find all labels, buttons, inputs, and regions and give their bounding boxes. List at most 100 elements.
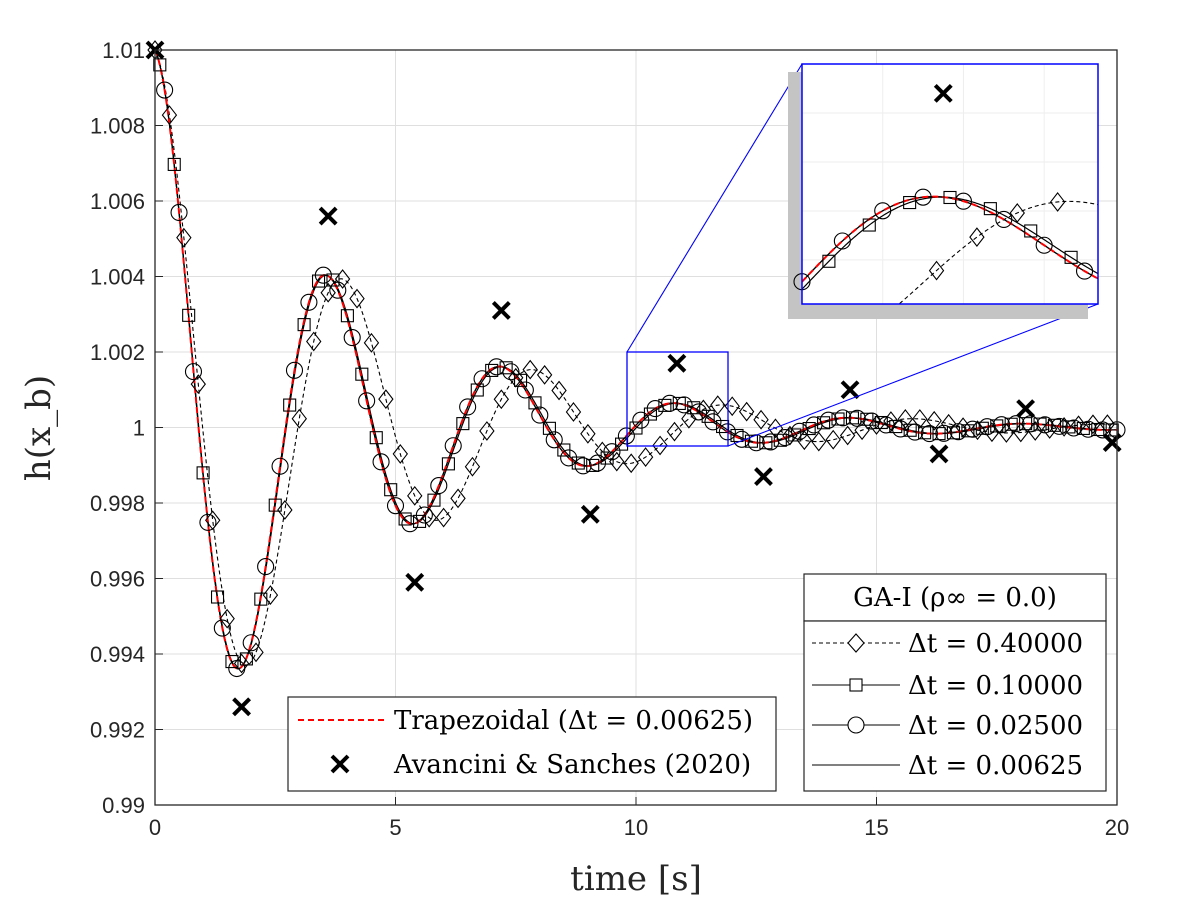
reference-point bbox=[580, 504, 600, 524]
circle-marker bbox=[776, 429, 794, 447]
square-marker bbox=[701, 409, 715, 423]
diamond-marker bbox=[1099, 414, 1116, 435]
inset-diamond-marker bbox=[969, 227, 985, 248]
diamond-marker bbox=[536, 364, 553, 385]
circle-marker bbox=[1007, 415, 1025, 433]
inset-circle-marker bbox=[1035, 236, 1053, 254]
x-tick-label: 10 bbox=[624, 815, 648, 840]
diamond-marker bbox=[883, 411, 899, 431]
circle-marker bbox=[343, 329, 361, 347]
diamond-marker bbox=[609, 451, 625, 472]
diamond-marker bbox=[349, 288, 365, 309]
diamond-marker bbox=[334, 269, 351, 289]
diamond-marker bbox=[392, 444, 409, 464]
circle-marker bbox=[588, 454, 607, 472]
square-marker bbox=[153, 58, 167, 72]
circle-marker bbox=[949, 423, 967, 441]
diamond-marker bbox=[1056, 417, 1072, 437]
diamond-marker bbox=[565, 402, 582, 422]
diamond-marker bbox=[637, 447, 654, 467]
diamond-marker bbox=[161, 105, 178, 125]
square-marker bbox=[744, 434, 758, 448]
reference-point bbox=[667, 353, 687, 373]
zoom-connector-top bbox=[626, 63, 803, 353]
square-marker bbox=[889, 420, 903, 434]
square-marker bbox=[297, 318, 311, 332]
square-marker bbox=[860, 412, 874, 426]
circle-marker bbox=[415, 506, 433, 524]
y-tick-label: 1.006 bbox=[90, 189, 145, 214]
circle-marker bbox=[1094, 421, 1112, 439]
circle-marker bbox=[848, 409, 866, 427]
y-tick-labels: 0.99 0.992 0.994 0.996 0.998 1 1.002 1.004 1.006… bbox=[90, 38, 145, 818]
inset-circle-marker bbox=[954, 192, 973, 210]
square-marker bbox=[773, 433, 787, 447]
legend-reference-marker bbox=[330, 754, 350, 774]
square-marker bbox=[283, 398, 297, 412]
x-tick-label: 20 bbox=[1105, 815, 1129, 840]
diamond-marker bbox=[219, 608, 235, 629]
square-marker bbox=[946, 426, 961, 440]
circle-marker bbox=[199, 513, 217, 531]
diamond-marker bbox=[262, 585, 279, 605]
inset-square-marker bbox=[1064, 250, 1078, 264]
square-marker bbox=[254, 592, 268, 606]
reference-point bbox=[754, 467, 773, 486]
inset-square-marker bbox=[903, 196, 917, 210]
diamond-marker bbox=[248, 642, 264, 663]
square-marker bbox=[542, 421, 556, 435]
circle-marker bbox=[689, 403, 708, 421]
reference-point bbox=[405, 572, 425, 592]
inset-circle-marker bbox=[833, 232, 851, 250]
circle-marker bbox=[516, 381, 534, 399]
circle-marker bbox=[314, 266, 332, 284]
circle-marker bbox=[1065, 419, 1083, 437]
square-marker bbox=[412, 514, 427, 528]
diamond-marker bbox=[479, 421, 495, 441]
circle-marker bbox=[156, 81, 174, 99]
circle-marker bbox=[242, 634, 260, 652]
square-marker bbox=[196, 466, 210, 480]
inset-curves bbox=[802, 64, 1098, 304]
circle-marker bbox=[661, 394, 679, 412]
reference-point bbox=[929, 444, 949, 464]
diamond-marker bbox=[623, 453, 639, 474]
inset-series-line bbox=[898, 200, 1098, 304]
diamond-marker bbox=[710, 395, 726, 416]
reference-point bbox=[491, 301, 511, 320]
square-marker bbox=[499, 361, 513, 375]
square-marker bbox=[658, 398, 672, 412]
diamond-marker bbox=[811, 431, 827, 452]
circle-marker bbox=[444, 437, 462, 455]
square-marker bbox=[586, 458, 600, 472]
circle-marker bbox=[459, 398, 477, 416]
square-marker bbox=[831, 412, 845, 426]
legend-ga: GA-I (ρ∞ = 0.0) Δt = 0.40000 Δt = 0.1000… bbox=[803, 573, 1107, 792]
diamond-marker bbox=[984, 422, 1000, 443]
square-marker bbox=[687, 401, 701, 415]
legend-circle-marker bbox=[847, 716, 865, 734]
inset-series-line bbox=[802, 195, 1098, 283]
legend-main: Trapezoidal (Δt = 0.00625) Avancini & Sa… bbox=[287, 696, 777, 792]
inset-square-marker bbox=[862, 218, 876, 232]
x-tick-label: 0 bbox=[149, 815, 161, 840]
circle-marker bbox=[906, 423, 924, 441]
y-tick-label: 1.008 bbox=[90, 114, 145, 139]
diamond-marker bbox=[796, 430, 813, 451]
circle-marker bbox=[213, 619, 231, 637]
square-marker bbox=[427, 493, 441, 507]
inset-square-marker bbox=[822, 254, 836, 268]
legend-ga-entry-4: Δt = 0.00625 bbox=[908, 751, 1083, 781]
circle-marker bbox=[329, 281, 347, 299]
circle-marker bbox=[675, 396, 693, 414]
square-marker bbox=[340, 309, 354, 323]
diamond-marker bbox=[320, 282, 336, 303]
circle-marker bbox=[704, 413, 722, 431]
square-marker bbox=[355, 367, 369, 381]
circle-marker bbox=[935, 424, 953, 442]
diamond-marker bbox=[839, 425, 856, 446]
circle-marker bbox=[401, 515, 419, 533]
circle-marker bbox=[545, 431, 563, 449]
diamond-marker bbox=[291, 408, 307, 429]
